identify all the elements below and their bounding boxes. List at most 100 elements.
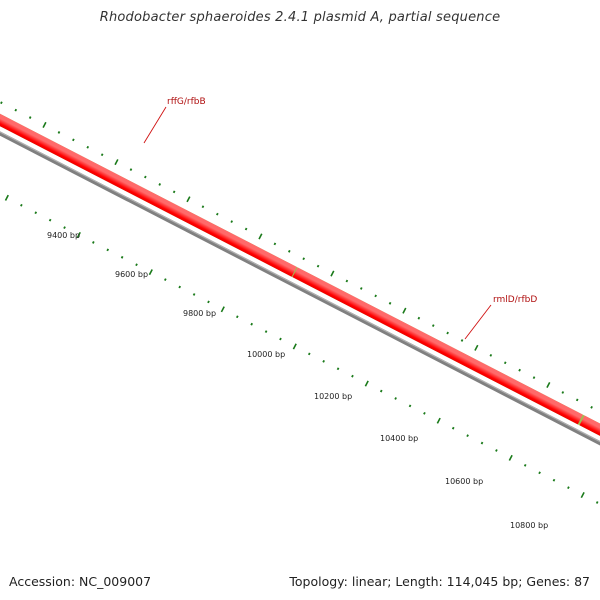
red-feature-1[interactable] (0, 96, 297, 277)
lower-minor-tick (538, 471, 541, 475)
upper-minor-tick (302, 257, 305, 261)
lower-minor-tick (480, 441, 484, 445)
sequence-stats: Topology: linear; Length: 114,045 bp; Ge… (289, 574, 590, 589)
lower-minor-tick (48, 218, 52, 222)
lower-major-tick (436, 417, 441, 424)
lower-major-tick (4, 194, 9, 201)
upper-minor-tick (57, 131, 61, 134)
upper-minor-tick (273, 242, 277, 246)
upper-tick-row (0, 101, 593, 409)
upper-minor-tick (532, 376, 536, 380)
lower-minor-tick (394, 397, 397, 400)
gene-leader-line-2 (464, 304, 492, 340)
upper-minor-tick (14, 108, 18, 112)
upper-minor-tick (446, 331, 449, 335)
upper-minor-tick (158, 183, 162, 186)
upper-minor-tick (216, 212, 219, 216)
upper-minor-tick (374, 294, 377, 298)
upper-major-tick (258, 233, 263, 240)
lower-minor-tick (92, 241, 95, 244)
lower-minor-tick (552, 478, 556, 482)
upper-minor-tick (0, 101, 3, 105)
upper-major-tick (474, 344, 479, 351)
lower-minor-tick (466, 434, 469, 438)
lower-minor-tick (106, 248, 110, 252)
upper-minor-tick (503, 361, 507, 365)
upper-major-tick (42, 121, 47, 128)
upper-major-tick (186, 196, 191, 203)
lower-minor-tick (20, 203, 23, 207)
lower-minor-tick (351, 374, 354, 378)
upper-minor-tick (345, 279, 349, 283)
lower-minor-tick (34, 211, 38, 215)
scale-label-10800: 10800 bp (510, 521, 548, 530)
lower-major-tick (508, 454, 513, 461)
upper-minor-tick (417, 316, 421, 320)
upper-minor-tick (575, 398, 579, 402)
upper-minor-tick (287, 249, 291, 253)
lower-minor-tick (279, 337, 282, 341)
lower-minor-tick (250, 322, 253, 326)
lower-minor-tick (595, 501, 599, 504)
lower-minor-tick (451, 426, 455, 430)
red-gene-track (0, 96, 600, 472)
lower-minor-tick (495, 449, 498, 452)
upper-major-tick (330, 270, 335, 277)
lower-tick-row (4, 194, 599, 504)
upper-minor-tick (590, 405, 593, 409)
upper-minor-tick (388, 301, 392, 305)
upper-minor-tick (100, 153, 104, 157)
upper-minor-tick (460, 339, 464, 342)
upper-minor-tick (431, 324, 435, 328)
lower-minor-tick (135, 263, 138, 267)
upper-minor-tick (316, 264, 320, 268)
lower-minor-tick (379, 389, 383, 393)
scale-label-9600: 9600 bp (115, 270, 148, 279)
gene-label-rffG-rfbB[interactable]: rffG/rfbB (167, 97, 206, 107)
scale-labels: 9400 bp 9600 bp 9800 bp 10000 bp 10200 b… (47, 231, 548, 530)
upper-minor-tick (129, 168, 133, 171)
upper-minor-tick (230, 220, 234, 223)
lower-minor-tick (235, 315, 239, 319)
lower-major-tick (364, 380, 369, 387)
upper-minor-tick (359, 287, 363, 290)
lower-minor-tick (423, 411, 426, 415)
lower-major-tick (76, 231, 81, 239)
scale-label-9400: 9400 bp (47, 231, 80, 240)
scale-label-10400: 10400 bp (380, 434, 418, 443)
lower-minor-tick (408, 404, 412, 408)
lower-minor-tick (567, 486, 570, 490)
lower-minor-tick (164, 278, 167, 281)
upper-minor-tick (72, 138, 75, 142)
lower-minor-tick (207, 300, 210, 304)
scale-label-10200: 10200 bp (314, 392, 352, 401)
lower-major-tick (292, 343, 297, 350)
upper-major-tick (402, 307, 407, 314)
upper-minor-tick (28, 116, 32, 119)
lower-minor-tick (523, 463, 527, 467)
upper-minor-tick (86, 145, 90, 149)
upper-minor-tick (518, 368, 521, 372)
lower-minor-tick (336, 367, 340, 371)
scale-label-10600: 10600 bp (445, 477, 483, 486)
gene-leader-line-1 (143, 106, 167, 144)
lower-major-tick (220, 306, 225, 313)
upper-major-tick (114, 159, 119, 166)
lower-minor-tick (120, 255, 124, 259)
upper-minor-tick (561, 391, 565, 394)
scale-label-9800: 9800 bp (183, 309, 216, 318)
upper-minor-tick (172, 190, 176, 194)
lower-minor-tick (178, 285, 182, 289)
map-title: Rhodobacter sphaeroides 2.4.1 plasmid A,… (99, 10, 501, 25)
upper-major-tick (546, 381, 551, 389)
lower-minor-tick (307, 352, 311, 356)
upper-minor-tick (201, 205, 205, 209)
lower-minor-tick (63, 226, 66, 229)
lower-minor-tick (264, 330, 268, 333)
red-feature-2[interactable] (292, 267, 583, 425)
upper-minor-tick (144, 175, 147, 179)
gene-label-rmlD-rfbD[interactable]: rmlD/rfbD (493, 295, 537, 305)
upper-minor-tick (489, 353, 493, 357)
accession-text: Accession: NC_009007 (9, 574, 152, 589)
